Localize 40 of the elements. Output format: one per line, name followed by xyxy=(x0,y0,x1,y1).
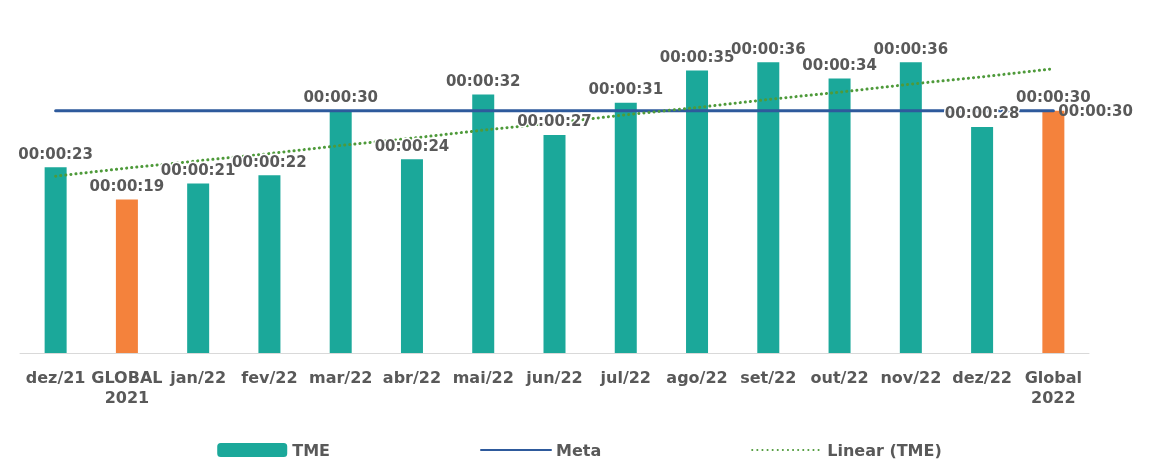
x-tick-label: fev/22 xyxy=(241,367,298,387)
bar xyxy=(543,134,566,353)
legend-label: Linear (TME) xyxy=(827,440,942,460)
x-tick-label: mar/22 xyxy=(308,367,373,387)
x-tick-label: dez/21 xyxy=(25,367,86,387)
bar xyxy=(329,110,352,353)
legend-label: Meta xyxy=(555,440,602,460)
legend-label: TME xyxy=(292,440,330,460)
x-tick-label: out/22 xyxy=(810,367,869,387)
bar xyxy=(258,175,281,353)
data-label: 00:00:32 xyxy=(445,72,521,91)
x-tick-label: jun/22 xyxy=(525,367,583,387)
bar xyxy=(400,159,423,353)
data-label: 00:00:19 xyxy=(89,177,165,196)
bar xyxy=(899,62,922,353)
x-tick-label: nov/22 xyxy=(880,367,942,387)
data-label: 00:00:23 xyxy=(18,144,93,163)
x-tick-label: set/22 xyxy=(740,367,797,387)
x-tick-label: abr/22 xyxy=(382,367,442,387)
bar xyxy=(686,70,709,353)
x-tick-label: ago/22 xyxy=(666,367,728,387)
x-tick-label: mai/22 xyxy=(452,367,514,387)
bar xyxy=(757,62,780,353)
bar xyxy=(472,94,495,353)
data-label: 00:00:24 xyxy=(374,136,450,155)
x-tick-label: jan/22 xyxy=(169,367,227,387)
data-label: 00:00:31 xyxy=(588,80,664,99)
bar xyxy=(828,78,851,353)
bar xyxy=(971,126,994,353)
data-label: 00:00:34 xyxy=(802,55,877,74)
bar xyxy=(44,167,67,353)
bar xyxy=(187,183,210,353)
x-tick-label: dez/22 xyxy=(952,367,1012,387)
bar xyxy=(115,199,138,353)
data-label: 00:00:36 xyxy=(873,39,949,58)
x-tick-label: Global 2022 xyxy=(1024,367,1083,407)
bar xyxy=(614,102,637,353)
x-tick-label: jul/22 xyxy=(599,367,651,387)
x-tick-label: GLOBAL 2021 xyxy=(91,367,163,407)
data-label: 00:00:30 xyxy=(303,88,379,107)
